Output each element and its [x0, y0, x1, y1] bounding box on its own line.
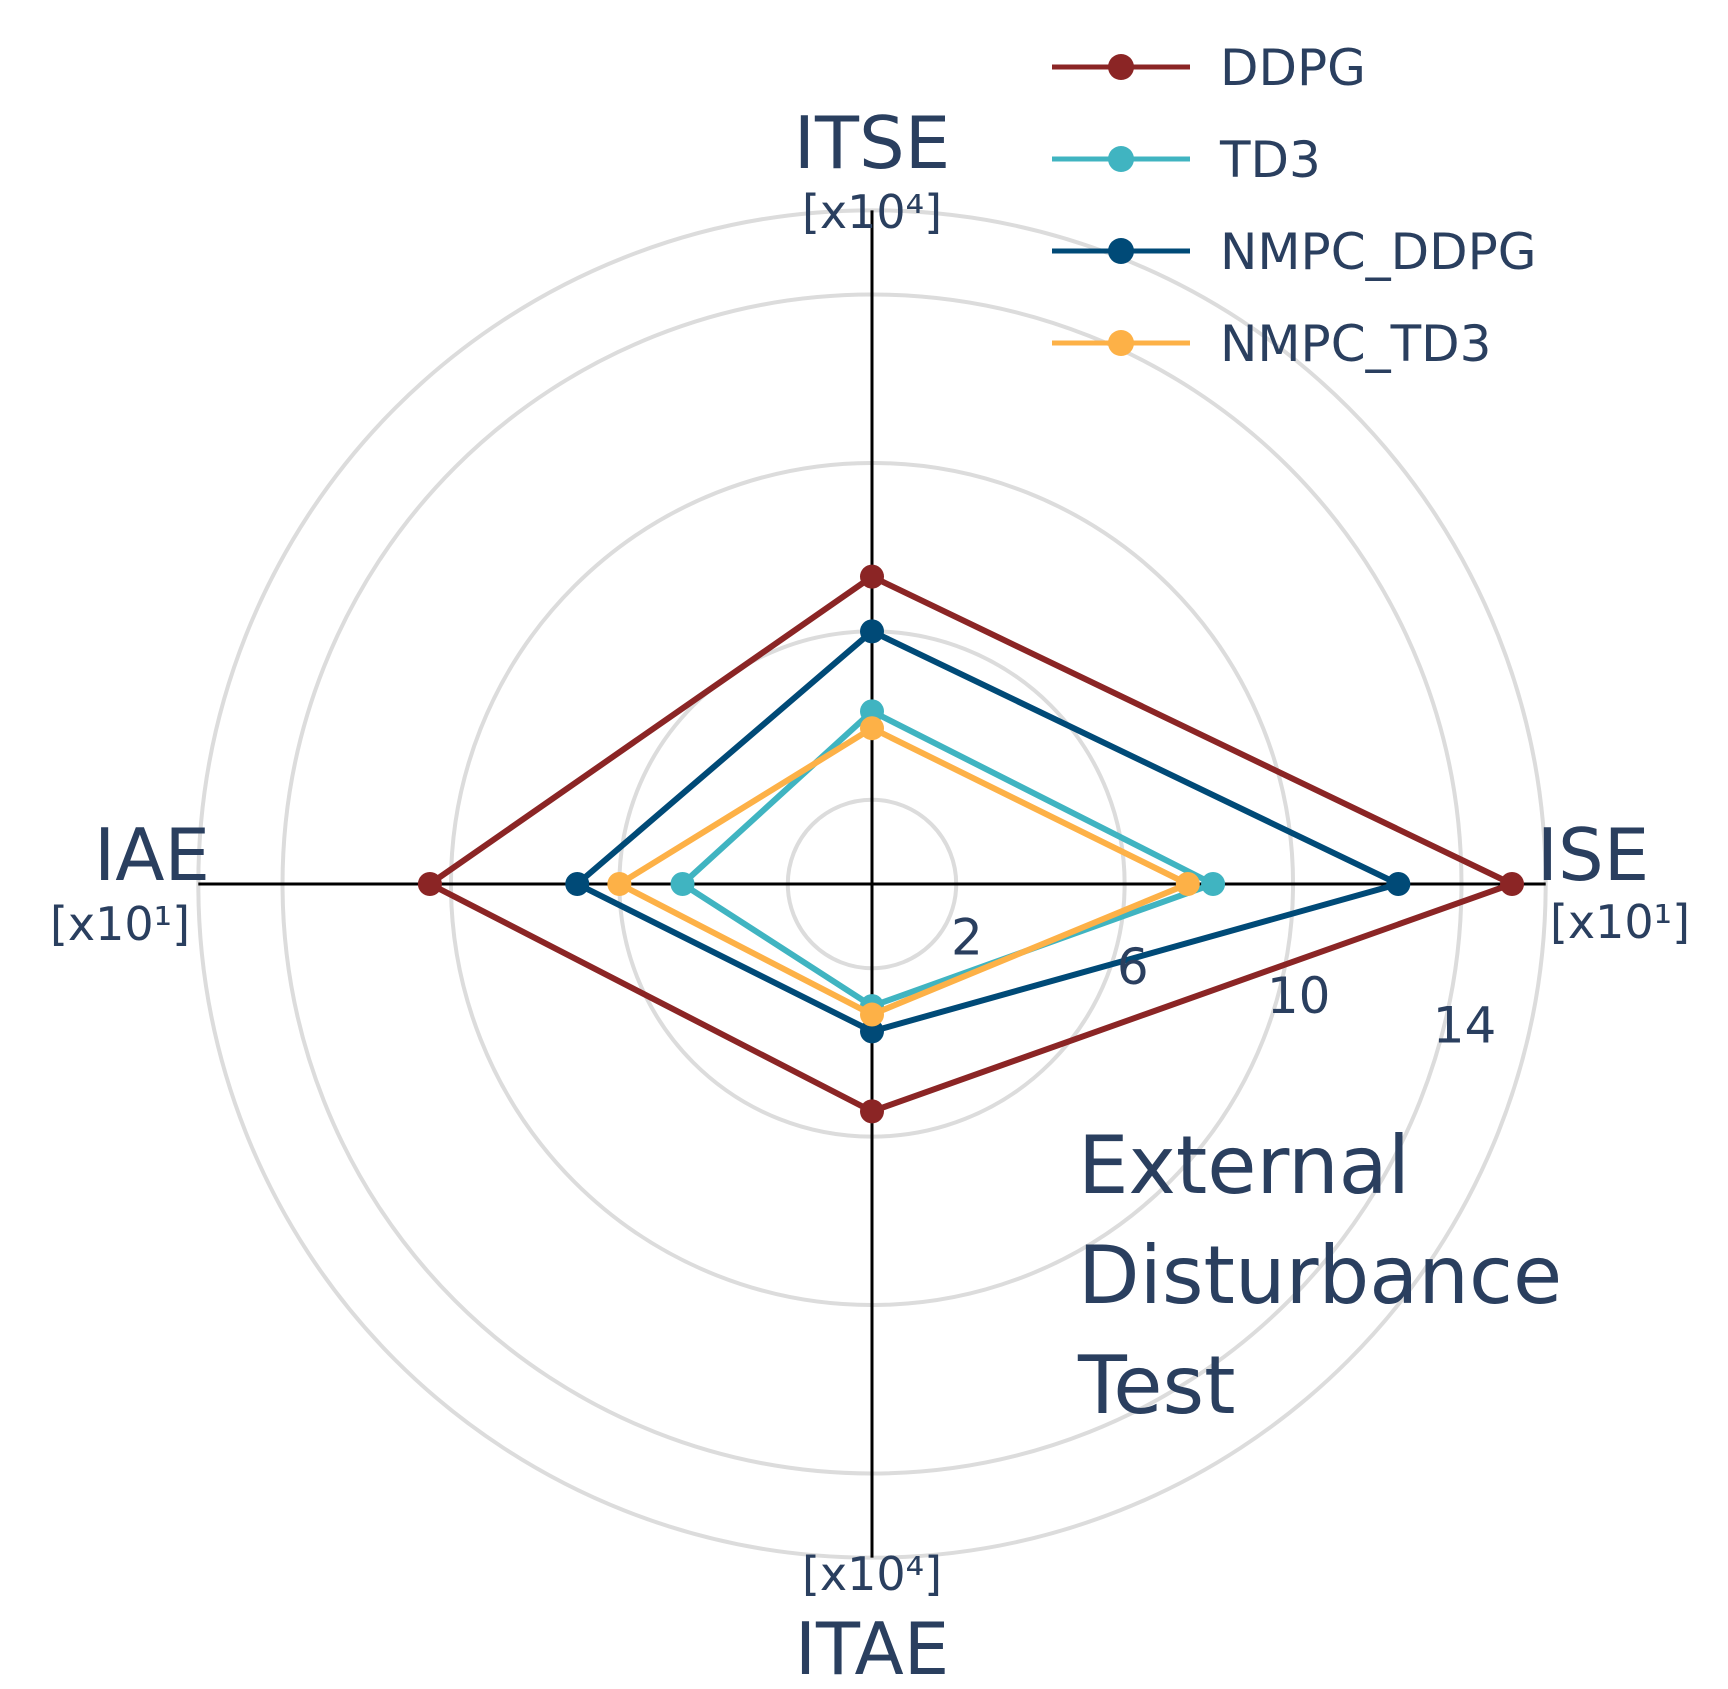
point-ddpg-itse [860, 564, 884, 589]
legend: DDPG TD3 NMPC_DDPG NMPC_TD3 [1052, 39, 1537, 373]
radial-tick-10: 10 [1267, 967, 1331, 1025]
radial-tick-labels: 2 6 10 14 [951, 909, 1496, 1055]
axis-unit-ise: [x10¹] [1550, 895, 1690, 949]
point-nmpc-td3-iae [607, 872, 632, 896]
legend-item-nmpc-td3: NMPC_TD3 [1052, 315, 1491, 373]
series-nmpc-td3 [607, 716, 1200, 1027]
legend-label-td3: TD3 [1219, 131, 1321, 189]
axis-title-itae: ITAE [795, 1607, 949, 1689]
legend-marker-td3 [1108, 146, 1134, 172]
point-nmpc-ddpg-iae [565, 872, 590, 896]
legend-marker-nmpc-td3 [1108, 330, 1134, 356]
point-ddpg-iae [417, 872, 442, 896]
radial-tick-14: 14 [1433, 996, 1497, 1054]
legend-item-td3: TD3 [1052, 131, 1321, 189]
point-ddpg-itae [860, 1099, 884, 1124]
legend-label-nmpc-ddpg: NMPC_DDPG [1220, 223, 1537, 281]
point-nmpc-td3-itse [860, 716, 884, 741]
series-line-ddpg [426, 573, 1515, 1115]
point-td3-ise [1201, 872, 1226, 896]
legend-label-nmpc-td3: NMPC_TD3 [1220, 315, 1491, 373]
point-nmpc-ddpg-ise [1386, 872, 1411, 896]
axis-unit-iae: [x10¹] [50, 897, 190, 951]
annotation-text: External Disturbance Test [1077, 1119, 1562, 1432]
legend-item-nmpc-ddpg: NMPC_DDPG [1052, 223, 1537, 281]
axis-title-ise: ISE [1537, 813, 1649, 897]
series-nmpc-ddpg [565, 619, 1411, 1044]
series-ddpg [417, 564, 1524, 1124]
point-ddpg-ise [1500, 872, 1524, 896]
axis-unit-itse: [x10⁴] [802, 185, 942, 239]
point-nmpc-td3-ise [1175, 872, 1200, 896]
annotation-line-2: Disturbance [1078, 1229, 1562, 1322]
legend-marker-ddpg [1108, 54, 1134, 80]
legend-label-ddpg: DDPG [1220, 39, 1366, 97]
radial-tick-2: 2 [951, 909, 983, 967]
point-td3-iae [670, 872, 695, 896]
data-series [417, 564, 1524, 1124]
radial-tick-6: 6 [1117, 938, 1149, 996]
point-nmpc-ddpg-itae [860, 1019, 884, 1044]
axis-title-iae: IAE [94, 813, 210, 897]
axis-title-itse: ITSE [794, 101, 950, 185]
point-nmpc-td3-itae [860, 1002, 884, 1027]
legend-marker-nmpc-ddpg [1108, 238, 1134, 264]
axis-lines [198, 210, 1546, 1558]
legend-item-ddpg: DDPG [1052, 39, 1366, 97]
annotation-line-1: External [1078, 1119, 1410, 1212]
point-td3-itse [860, 699, 884, 724]
point-nmpc-ddpg-itse [860, 619, 884, 644]
annotation-line-3: Test [1077, 1339, 1236, 1432]
axis-unit-itae: [x10⁴] [802, 1547, 942, 1601]
